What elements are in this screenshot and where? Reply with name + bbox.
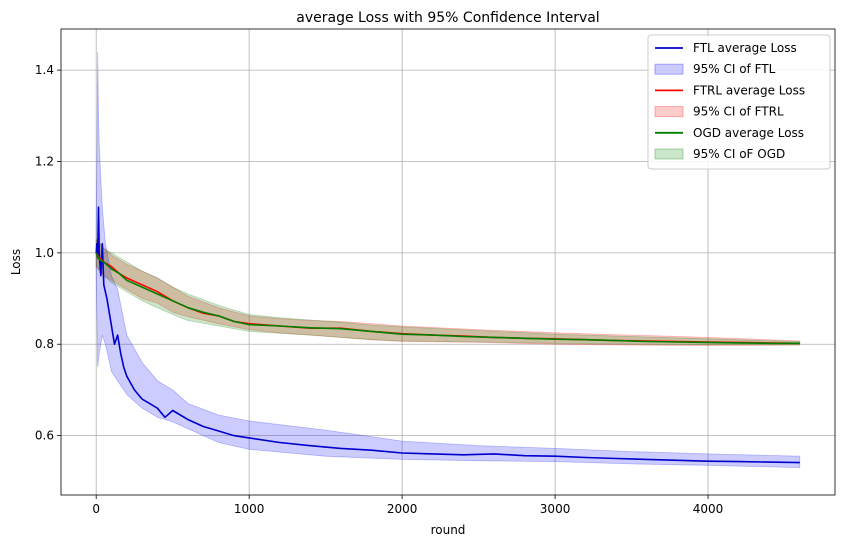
legend-ci-swatch-0 <box>654 63 684 75</box>
legend-label-0: FTL average Loss <box>693 41 797 55</box>
ci-band-0 <box>95 51 801 469</box>
legend-ci-label-2: 95% CI oF OGD <box>693 147 785 161</box>
legend-ci-swatch-2 <box>654 148 684 160</box>
confidence-bands <box>95 51 801 469</box>
x-tick-label: 4000 <box>693 502 724 516</box>
legend-label-2: OGD average Loss <box>693 126 804 140</box>
x-tick-label: 2000 <box>387 502 418 516</box>
ci-band-1 <box>95 238 801 347</box>
y-tick-label: 1.4 <box>35 63 54 77</box>
plot-frame <box>60 28 836 496</box>
series-line-0 <box>95 206 800 464</box>
series-lines <box>95 206 800 464</box>
legend: FTL average Loss 95% CI of FTL FTRL averag… <box>647 34 831 170</box>
y-tick-label: 0.6 <box>35 429 54 443</box>
legend-ci-label-1: 95% CI of FTRL <box>693 105 784 119</box>
series-line-2 <box>95 252 800 345</box>
ci-band-2 <box>95 238 801 346</box>
y-tick-label: 1.0 <box>35 246 54 260</box>
legend-ci-label-0: 95% CI of FTL <box>693 62 776 76</box>
y-tick-label: 0.8 <box>35 337 54 351</box>
x-tick-label: 1000 <box>234 502 265 516</box>
x-tick-label: 0 <box>92 502 100 516</box>
legend-label-1: FTRL average Loss <box>693 83 805 97</box>
y-tick-label: 1.2 <box>35 154 54 168</box>
x-tick-label: 3000 <box>540 502 571 516</box>
x-axis: 0 1000 2000 3000 4000 <box>92 495 723 516</box>
x-axis-label: round <box>431 523 466 537</box>
y-axis: 0.6 0.8 1.0 1.2 1.4 <box>35 63 61 443</box>
y-axis-label: Loss <box>9 249 23 275</box>
legend-box <box>647 34 831 170</box>
legend-ci-swatch-1 <box>654 106 684 118</box>
chart-title: average Loss with 95% Confidence Interva… <box>296 10 599 26</box>
